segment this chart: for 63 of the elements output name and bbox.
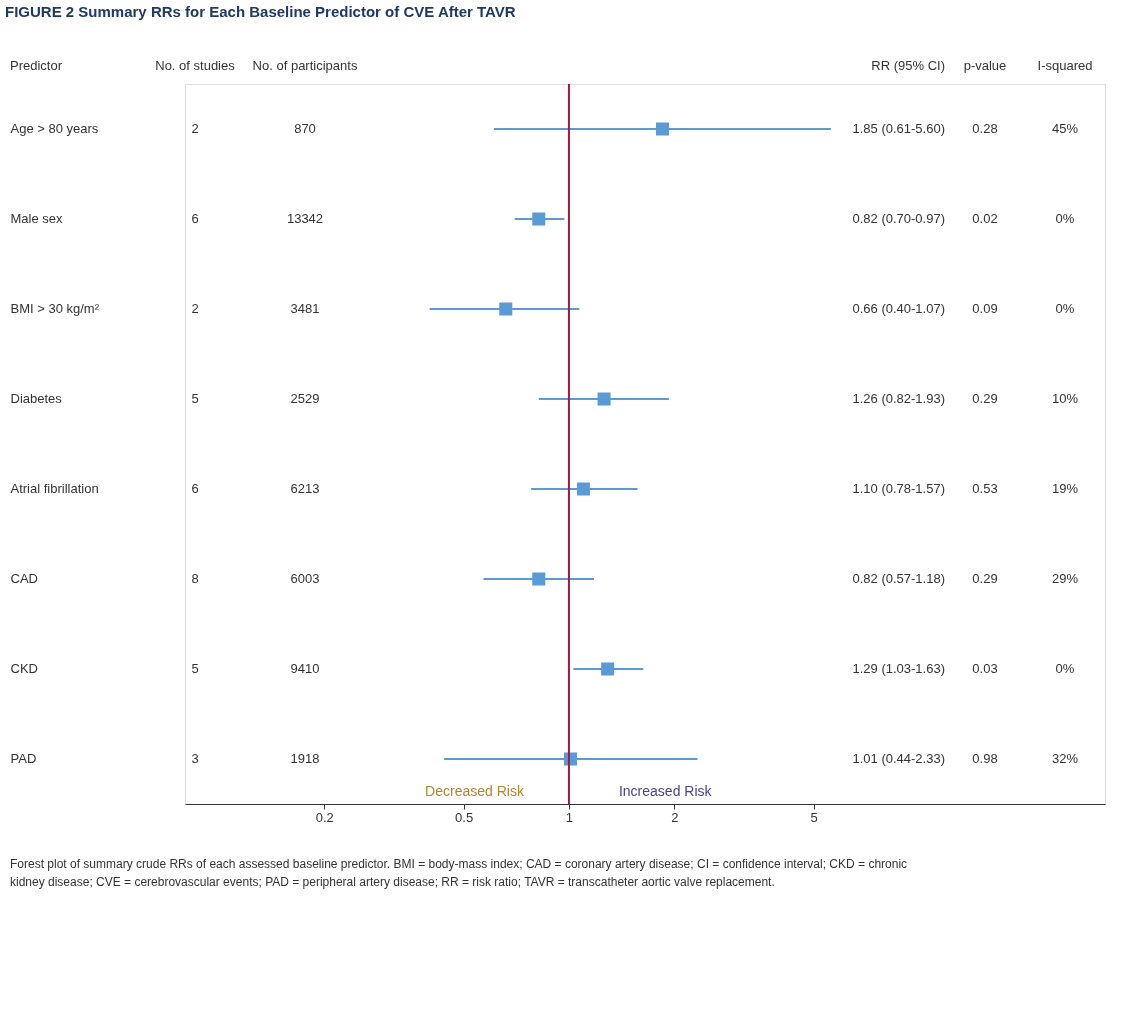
annotation: 0.28	[972, 121, 998, 136]
annotation: 45%	[1051, 121, 1079, 136]
annotation: 6213	[290, 481, 320, 496]
x-tick-label: 1	[565, 809, 574, 825]
x-tick-label: 0.2	[315, 809, 334, 825]
y-tick-label: Atrial fibrillation	[10, 481, 99, 496]
annotation: 0.03	[972, 661, 998, 676]
annotation: 5	[191, 661, 199, 676]
text: No. of studies	[155, 58, 236, 73]
text: Forest plot of summary crude RRs of each assessed baseline predictor. BMI = body-mass index; CAD = coronary artery disease; CI = confidence interval; CKD = chronic kidney disease; CVE = cerebrovascular events; PAD = peripheral artery disease; RR = risk ratio; TAVR = transcatheter aortic valve replacement.	[10, 857, 908, 889]
annotation: 1.26 (0.82-1.93)	[852, 391, 945, 406]
annotation: 6	[191, 481, 199, 496]
annotation: 13342	[286, 211, 324, 226]
y-tick-label: CAD	[10, 571, 38, 586]
annotation: 29%	[1051, 571, 1079, 586]
x-tick-label: 5	[810, 809, 818, 825]
annotation: Decreased Risk	[425, 783, 525, 799]
y-tick-label: Male sex	[10, 211, 64, 226]
chart-title: FIGURE 2 Summary RRs for Each Baseline Predictor of CVE After TAVR	[5, 3, 516, 20]
y-axis-title: Predictor	[10, 58, 63, 73]
annotation: 0.98	[972, 751, 998, 766]
x-tick-label: 2	[671, 809, 679, 825]
annotation: 2529	[290, 391, 320, 406]
annotation: 10%	[1051, 391, 1079, 406]
annotation: 3	[191, 751, 199, 766]
annotation: 1.01 (0.44-2.33)	[852, 751, 945, 766]
annotation: 2	[191, 301, 199, 316]
annotation: 9410	[290, 661, 320, 676]
annotation: 19%	[1051, 481, 1079, 496]
annotation: 0.09	[972, 301, 998, 316]
annotation: Increased Risk	[618, 783, 713, 799]
x-tick-label: 0.5	[455, 809, 474, 825]
annotation: 2	[191, 121, 199, 136]
annotation: 8	[191, 571, 199, 586]
y-tick-label: PAD	[10, 751, 37, 766]
annotation: 0.82 (0.57-1.18)	[852, 571, 945, 586]
text: I-squared	[1037, 58, 1093, 73]
annotation: 0%	[1055, 661, 1075, 676]
annotation: 0.66 (0.40-1.07)	[852, 301, 945, 316]
annotation: 0.82 (0.70-0.97)	[852, 211, 945, 226]
annotation: 1.10 (0.78-1.57)	[852, 481, 945, 496]
annotation: 1.29 (1.03-1.63)	[852, 661, 945, 676]
annotation: 6	[191, 211, 199, 226]
annotation: 5	[191, 391, 199, 406]
text: p-value	[963, 58, 1007, 73]
annotation: 0%	[1055, 211, 1075, 226]
annotation: 1918	[290, 751, 320, 766]
annotation: 1.85 (0.61-5.60)	[852, 121, 945, 136]
annotation: 6003	[290, 571, 320, 586]
y-tick-label: CKD	[10, 661, 38, 676]
annotation: 0.29	[972, 391, 998, 406]
y-tick-label: Diabetes	[10, 391, 63, 406]
annotation: 0.53	[972, 481, 998, 496]
annotation: 0.02	[972, 211, 998, 226]
annotation: 3481	[290, 301, 320, 316]
annotation: 0.29	[972, 571, 998, 586]
y-tick-label: Age > 80 years	[10, 121, 99, 136]
annotation: 870	[294, 121, 316, 136]
text: No. of participants	[252, 58, 358, 73]
annotation: 0%	[1055, 301, 1075, 316]
text: RR (95% CI)	[871, 58, 945, 73]
annotation: 32%	[1051, 751, 1079, 766]
y-tick-label: BMI > 30 kg/m²	[10, 301, 100, 316]
